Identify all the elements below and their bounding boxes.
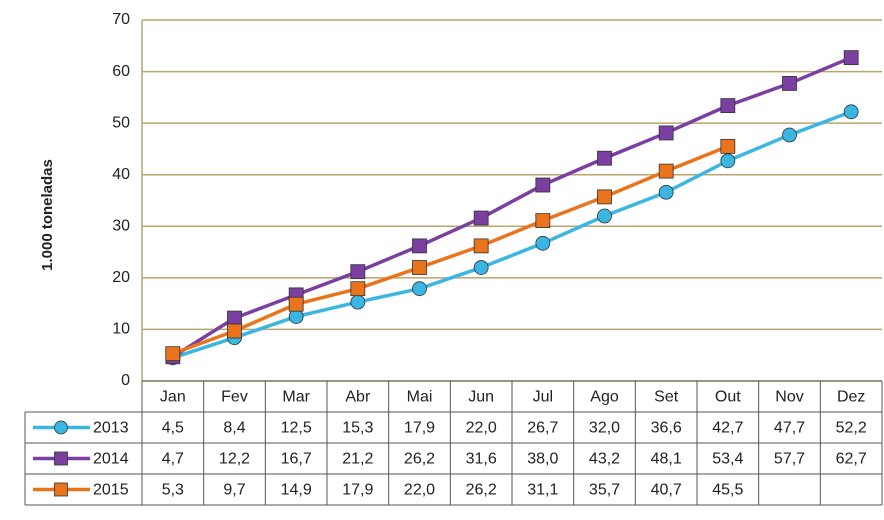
table-value: 53,4 bbox=[712, 451, 743, 468]
point bbox=[843, 50, 859, 66]
table-value: 47,7 bbox=[774, 420, 805, 437]
point bbox=[597, 208, 612, 224]
point bbox=[227, 323, 242, 339]
table-value: 62,7 bbox=[836, 451, 867, 468]
y-tick-label: 20 bbox=[112, 269, 130, 286]
table-value: 9,7 bbox=[223, 482, 245, 499]
x-tick-label: Nov bbox=[775, 389, 803, 406]
point bbox=[782, 76, 797, 91]
table-value: 45,5 bbox=[712, 482, 743, 499]
point bbox=[412, 238, 427, 254]
point bbox=[658, 125, 674, 141]
legend-marker bbox=[54, 420, 68, 435]
x-tick-label: Mar bbox=[282, 389, 310, 406]
x-tick-label: Ago bbox=[590, 389, 619, 406]
table-value: 16,7 bbox=[281, 451, 312, 468]
table-value: 12,2 bbox=[219, 451, 250, 468]
legend-marker bbox=[54, 451, 68, 466]
line bbox=[172, 110, 852, 360]
legend-label: 2015 bbox=[93, 482, 129, 499]
table-value: 42,7 bbox=[712, 420, 743, 437]
table-value: 31,1 bbox=[527, 482, 558, 499]
point bbox=[535, 213, 551, 229]
point bbox=[535, 177, 551, 193]
point bbox=[412, 281, 427, 297]
table-value: 12,5 bbox=[281, 420, 312, 437]
legend-label: 2014 bbox=[93, 451, 129, 468]
point bbox=[288, 309, 304, 324]
table-value: 43,2 bbox=[589, 451, 620, 468]
point bbox=[720, 98, 736, 114]
point bbox=[720, 138, 736, 154]
point bbox=[350, 294, 366, 310]
point bbox=[473, 210, 489, 226]
table-value: 4,7 bbox=[162, 451, 184, 468]
point bbox=[843, 104, 859, 120]
table-value: 17,9 bbox=[404, 420, 435, 437]
y-tick-label: 10 bbox=[112, 321, 130, 338]
point bbox=[782, 127, 797, 143]
y-tick-label: 50 bbox=[112, 114, 130, 131]
x-tick-label: Jun bbox=[468, 389, 494, 406]
legend-label: 2013 bbox=[93, 420, 129, 437]
table-value: 8,4 bbox=[223, 420, 245, 437]
x-tick-label: Set bbox=[654, 389, 679, 406]
y-tick-label: 70 bbox=[112, 11, 130, 28]
y-tick-label: 0 bbox=[121, 372, 130, 389]
table-value: 15,3 bbox=[342, 420, 373, 437]
table-value: 38,0 bbox=[527, 451, 558, 468]
legend-marker bbox=[54, 482, 68, 497]
table-value: 22,0 bbox=[466, 420, 497, 437]
y-tick-label: 60 bbox=[112, 63, 130, 80]
point bbox=[658, 184, 674, 200]
point bbox=[350, 281, 366, 297]
point bbox=[227, 310, 242, 326]
table-value: 57,7 bbox=[774, 451, 805, 468]
point bbox=[473, 238, 489, 254]
point bbox=[535, 235, 551, 251]
table-value: 40,7 bbox=[651, 482, 682, 499]
x-tick-label: Fev bbox=[221, 389, 248, 406]
point bbox=[288, 296, 304, 312]
table-value: 52,2 bbox=[836, 420, 867, 437]
y-tick-label: 30 bbox=[112, 218, 130, 235]
table-value: 17,9 bbox=[342, 482, 373, 499]
table-value: 31,6 bbox=[466, 451, 497, 468]
point bbox=[658, 163, 674, 179]
line bbox=[172, 144, 729, 356]
table-value: 14,9 bbox=[281, 482, 312, 499]
point bbox=[597, 150, 612, 166]
x-tick-label: Mai bbox=[407, 389, 433, 406]
table-value: 4,5 bbox=[162, 420, 184, 437]
x-tick-label: Jul bbox=[533, 389, 553, 406]
table-value: 26,2 bbox=[466, 482, 497, 499]
point bbox=[165, 346, 181, 362]
point bbox=[720, 153, 736, 169]
table-value: 35,7 bbox=[589, 482, 620, 499]
table-value: 48,1 bbox=[651, 451, 682, 468]
x-tick-label: Jan bbox=[160, 389, 186, 406]
point bbox=[473, 260, 489, 275]
point bbox=[597, 189, 612, 205]
table-value: 32,0 bbox=[589, 420, 620, 437]
line bbox=[171, 56, 852, 359]
table-value: 26,2 bbox=[404, 451, 435, 468]
x-tick-label: Out bbox=[715, 389, 741, 406]
y-tick-label: 40 bbox=[112, 166, 130, 183]
table-value: 36,6 bbox=[651, 420, 682, 437]
point bbox=[412, 260, 427, 275]
x-tick-label: Abr bbox=[345, 389, 371, 406]
table-value: 5,3 bbox=[162, 482, 184, 499]
table-value: 21,2 bbox=[342, 451, 373, 468]
point bbox=[350, 264, 366, 280]
table-value: 26,7 bbox=[527, 420, 558, 437]
table-value: 22,0 bbox=[404, 482, 435, 499]
y-axis-label: 1.000 toneladas bbox=[39, 159, 56, 271]
x-tick-label: Dez bbox=[837, 389, 865, 406]
